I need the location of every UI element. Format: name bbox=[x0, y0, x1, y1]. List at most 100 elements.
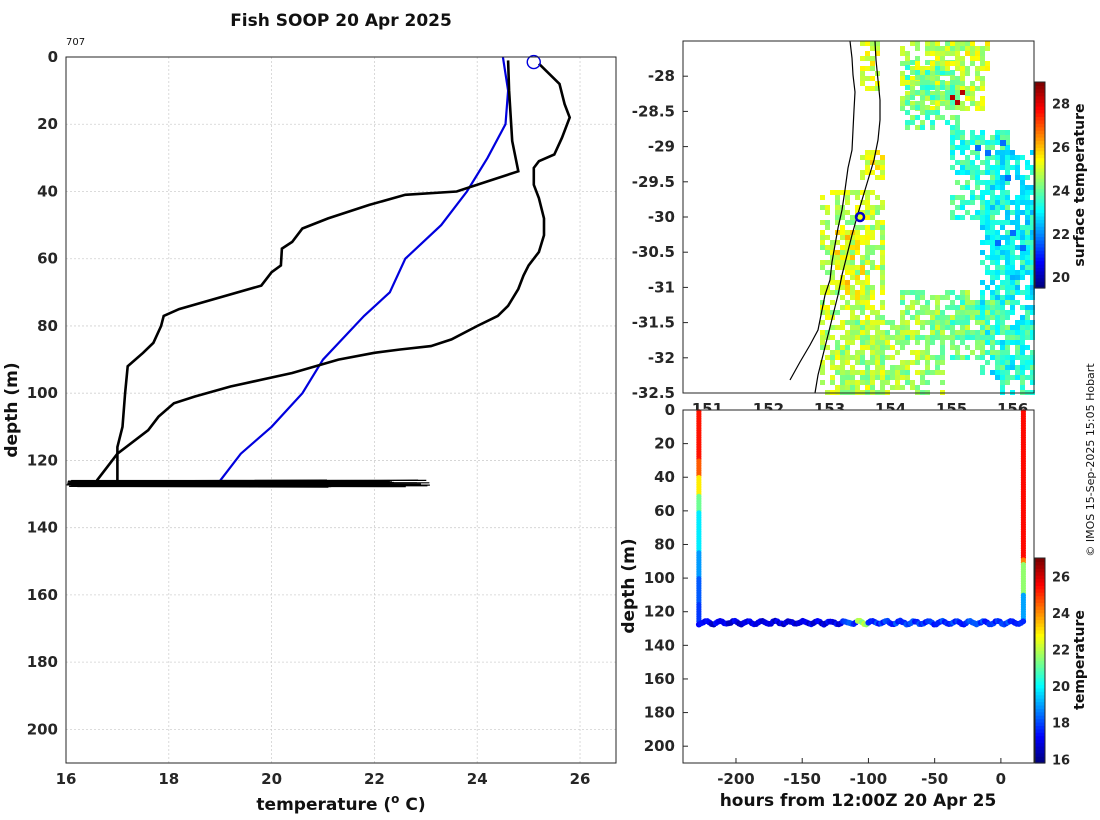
sst-cell bbox=[880, 160, 885, 165]
td-colorbar-tick: 24 bbox=[1052, 607, 1070, 622]
sst-cell bbox=[980, 130, 985, 135]
map-y-tick: -31 bbox=[648, 278, 675, 296]
profile-y-tick: 40 bbox=[37, 182, 58, 200]
sst-cell bbox=[960, 106, 965, 111]
sst-cell bbox=[985, 220, 990, 225]
sst-cell bbox=[875, 46, 880, 51]
sst-cell bbox=[1020, 195, 1025, 200]
sst-cell bbox=[965, 71, 970, 76]
sst-cell bbox=[1020, 200, 1025, 205]
sst-cell bbox=[835, 290, 840, 295]
sst-cell bbox=[920, 110, 925, 115]
sst-cell bbox=[975, 355, 980, 360]
sst-cell bbox=[1010, 150, 1015, 155]
sst-cell bbox=[1015, 215, 1020, 220]
sst-cell bbox=[845, 290, 850, 295]
sst-cells bbox=[820, 41, 1035, 395]
sst-cell bbox=[955, 295, 960, 300]
sst-cell bbox=[1020, 190, 1025, 195]
sst-cell bbox=[1010, 165, 1015, 170]
map-colorbar-step bbox=[1035, 205, 1045, 210]
sst-cell bbox=[940, 315, 945, 320]
sst-cell bbox=[910, 66, 915, 71]
td-colorbar-step bbox=[1035, 745, 1045, 750]
sst-cell bbox=[890, 325, 895, 330]
sst-cell bbox=[880, 380, 885, 385]
profile-x-tick: 16 bbox=[56, 770, 77, 788]
sst-cell bbox=[980, 135, 985, 140]
sst-cell bbox=[970, 150, 975, 155]
sst-cell bbox=[1005, 220, 1010, 225]
sst-cell bbox=[1030, 295, 1035, 300]
sst-cell bbox=[855, 325, 860, 330]
td-y-tick: 80 bbox=[654, 535, 675, 553]
sst-cell bbox=[845, 335, 850, 340]
sst-cell bbox=[920, 355, 925, 360]
sst-cell bbox=[885, 355, 890, 360]
sst-cell bbox=[980, 345, 985, 350]
sst-cell bbox=[1005, 195, 1010, 200]
sst-cell bbox=[1025, 255, 1030, 260]
sst-cell bbox=[1000, 130, 1005, 135]
sst-cell bbox=[860, 360, 865, 365]
sst-cell bbox=[965, 295, 970, 300]
sst-cell bbox=[1015, 220, 1020, 225]
sst-cell bbox=[1025, 290, 1030, 295]
sst-cell bbox=[860, 335, 865, 340]
sst-cell bbox=[1000, 370, 1005, 375]
sst-cell bbox=[955, 305, 960, 310]
map-y-tick: -30 bbox=[648, 208, 675, 226]
sst-cell bbox=[875, 345, 880, 350]
sst-cell bbox=[1005, 335, 1010, 340]
sst-cell bbox=[1030, 310, 1035, 315]
sst-cell bbox=[910, 350, 915, 355]
sst-cell bbox=[845, 280, 850, 285]
sst-cell bbox=[980, 76, 985, 81]
sst-cell bbox=[930, 91, 935, 96]
td-sample bbox=[1020, 618, 1027, 625]
sst-cell bbox=[950, 100, 955, 105]
sst-cell bbox=[825, 210, 830, 215]
sst-cell bbox=[995, 300, 1000, 305]
sst-cell bbox=[1020, 290, 1025, 295]
sst-cell bbox=[870, 61, 875, 66]
sst-cell bbox=[995, 240, 1001, 246]
map-colorbar-step bbox=[1035, 109, 1045, 114]
td-colorbar-step bbox=[1035, 684, 1045, 689]
sst-cell bbox=[865, 160, 870, 165]
sst-cell bbox=[985, 170, 990, 175]
sst-cell bbox=[930, 61, 935, 66]
sst-cell bbox=[825, 250, 830, 255]
sst-cell bbox=[910, 120, 915, 125]
td-colorbar-step bbox=[1035, 691, 1045, 696]
sst-cell bbox=[850, 190, 855, 195]
sst-cell bbox=[925, 380, 930, 385]
td-x-tick: -150 bbox=[783, 770, 821, 788]
td-colorbar-tick: 16 bbox=[1052, 753, 1070, 768]
map-colorbar-step bbox=[1035, 202, 1045, 207]
map-colorbar-step bbox=[1035, 174, 1045, 179]
sst-cell bbox=[905, 305, 910, 310]
sst-cell bbox=[920, 320, 925, 325]
map-colorbar-step bbox=[1035, 164, 1045, 169]
sst-cell bbox=[860, 285, 865, 290]
sst-cell bbox=[880, 245, 885, 250]
sst-cell bbox=[895, 330, 900, 335]
sst-cell bbox=[1030, 235, 1035, 240]
sst-cell bbox=[870, 380, 875, 385]
sst-cell bbox=[860, 345, 865, 350]
sst-cell bbox=[850, 335, 855, 340]
map-colorbar-step bbox=[1035, 116, 1045, 121]
profile-chart: 16 18 20 22 24 26020406080100120140160180200 … bbox=[2, 37, 617, 815]
sst-cell bbox=[985, 185, 990, 190]
map-colorbar-step bbox=[1035, 267, 1045, 272]
sst-cell bbox=[995, 165, 1000, 170]
sst-cell bbox=[870, 225, 875, 230]
map-colorbar-step bbox=[1035, 82, 1045, 87]
sst-cell bbox=[980, 320, 985, 325]
sst-cell bbox=[865, 330, 870, 335]
sst-cell bbox=[885, 335, 890, 340]
sst-cell bbox=[960, 205, 965, 210]
sst-cell bbox=[995, 325, 1000, 330]
sst-cell bbox=[935, 65, 940, 70]
